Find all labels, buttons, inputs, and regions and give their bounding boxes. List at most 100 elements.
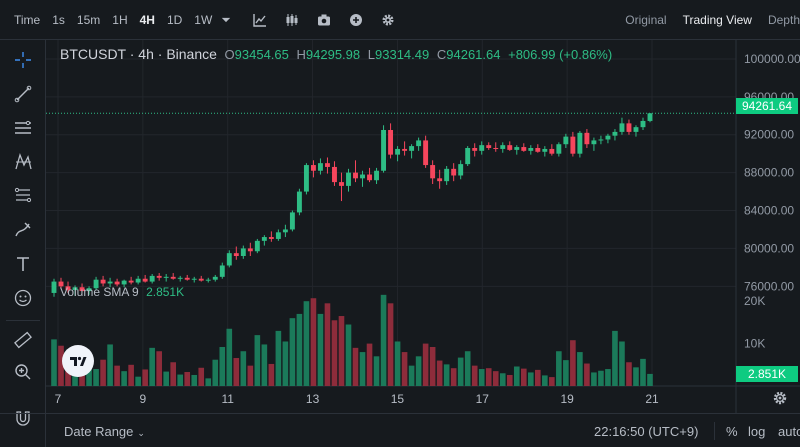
volume-bar — [408, 365, 415, 386]
interval-1s[interactable]: 1s — [52, 12, 65, 27]
candle-body — [528, 148, 534, 151]
text-icon[interactable] — [11, 252, 35, 276]
volume-bar — [380, 294, 387, 386]
candle-body — [79, 287, 85, 292]
percent-scale-toggle[interactable]: % — [726, 424, 738, 439]
interval-4h[interactable]: 4H — [139, 12, 155, 27]
volume-bar — [247, 365, 254, 386]
close-key: C — [436, 47, 447, 62]
brush-icon[interactable] — [11, 218, 35, 242]
crosshair-icon[interactable] — [11, 48, 35, 72]
volume-bar — [310, 298, 317, 386]
chart-settings-gear-icon[interactable] — [772, 390, 788, 406]
candle-body — [493, 148, 499, 149]
candle-body — [409, 146, 415, 151]
volume-bar — [107, 344, 113, 386]
candle-body — [58, 281, 64, 287]
interval-15m[interactable]: 15m — [76, 12, 101, 27]
tradingview-logo-icon[interactable] — [62, 345, 94, 377]
volume-bar — [542, 375, 548, 386]
candle-body — [402, 148, 408, 151]
date-range-button[interactable]: Date Range ⌄ — [64, 424, 145, 439]
tab-original[interactable]: Original — [625, 13, 667, 27]
volume-bar — [51, 339, 57, 386]
candle-body — [556, 144, 562, 154]
chart-area[interactable]: 100000.00 96000.00 92000.00 88000.00 84000.0… — [46, 40, 800, 413]
candle-body — [233, 253, 239, 256]
volume-bar — [520, 368, 527, 386]
volume-bar — [499, 373, 506, 386]
time-tick-label: 15 — [391, 392, 405, 406]
auto-scale-toggle[interactable]: auto — [778, 424, 800, 439]
volume-bar — [577, 352, 583, 386]
candle-body — [163, 276, 169, 278]
candle-body — [268, 237, 274, 239]
high-key: H — [296, 47, 306, 62]
zoom-in-icon[interactable] — [11, 360, 35, 384]
candle-type-icon[interactable] — [284, 12, 300, 28]
candle-body — [605, 135, 611, 140]
volume-bar — [226, 328, 233, 386]
indicator-icon[interactable] — [252, 12, 268, 28]
fibonacci-icon[interactable] — [11, 184, 35, 208]
time-label[interactable]: Time — [14, 12, 41, 27]
candle-body — [332, 166, 337, 183]
interval-1w[interactable]: 1W — [194, 12, 213, 27]
candle-body — [444, 168, 450, 182]
candle-body — [254, 240, 260, 252]
volume-bar — [478, 369, 485, 386]
volume-bar — [219, 346, 226, 386]
volume-bar — [387, 303, 394, 386]
volume-bar — [177, 374, 184, 386]
tab-depth[interactable]: Depth — [767, 13, 800, 27]
volume-bar — [58, 345, 64, 386]
candle-body — [226, 253, 232, 266]
candlestick-chart[interactable]: 100000.0096000.0092000.0088000.0084000.0… — [46, 40, 800, 413]
candle-body — [395, 148, 401, 155]
candle-body — [381, 130, 387, 171]
date-range-label: Date Range — [64, 424, 134, 439]
interval-1h[interactable]: 1H — [112, 12, 128, 27]
candle-body — [647, 113, 653, 121]
candle-body — [514, 147, 520, 150]
candle-body — [65, 286, 71, 291]
ohlc-legend: BTCUSDT · 4h · Binance O93454.65 H94295.… — [60, 46, 612, 62]
candle-body — [486, 145, 492, 148]
time-tick-label: 13 — [306, 392, 320, 406]
volume-sma-label: Volume SMA 9 — [60, 285, 139, 299]
candle-body — [184, 277, 190, 280]
candle-body — [549, 148, 555, 154]
view-tabs: Original Trading View Depth — [609, 0, 800, 40]
volume-sma-value: 2.851K — [146, 285, 185, 299]
emoji-icon[interactable] — [11, 286, 35, 310]
volume-bar — [563, 360, 569, 386]
log-scale-toggle[interactable]: log — [748, 424, 766, 439]
volume-bar — [289, 318, 296, 386]
candle-body — [121, 280, 127, 285]
ruler-icon[interactable] — [11, 328, 35, 352]
interval-1d[interactable]: 1D — [166, 12, 183, 27]
candle-body — [128, 280, 134, 283]
candle-body — [51, 281, 57, 293]
camera-icon[interactable] — [316, 12, 332, 28]
volume-bar — [317, 313, 324, 386]
horizontal-lines-icon[interactable] — [11, 116, 35, 140]
add-icon[interactable] — [348, 12, 364, 28]
candle-body — [640, 120, 646, 128]
chevron-down-icon[interactable] — [218, 12, 234, 28]
price-tick-label: 100000.00 — [744, 52, 800, 66]
candle-body — [507, 145, 513, 150]
volume-bar — [135, 376, 141, 386]
volume-bar — [261, 344, 268, 386]
pattern-icon[interactable] — [11, 150, 35, 174]
tab-trading-view[interactable]: Trading View — [682, 13, 752, 27]
trend-line-icon[interactable] — [11, 82, 35, 106]
magnet-icon[interactable] — [11, 406, 35, 430]
candle-body — [191, 278, 197, 280]
gear-icon[interactable] — [380, 12, 396, 28]
candle-body — [170, 276, 176, 279]
open-key: O — [224, 47, 235, 62]
volume-bar — [212, 359, 219, 386]
candle-body — [353, 172, 358, 179]
volume-bar — [296, 313, 303, 386]
